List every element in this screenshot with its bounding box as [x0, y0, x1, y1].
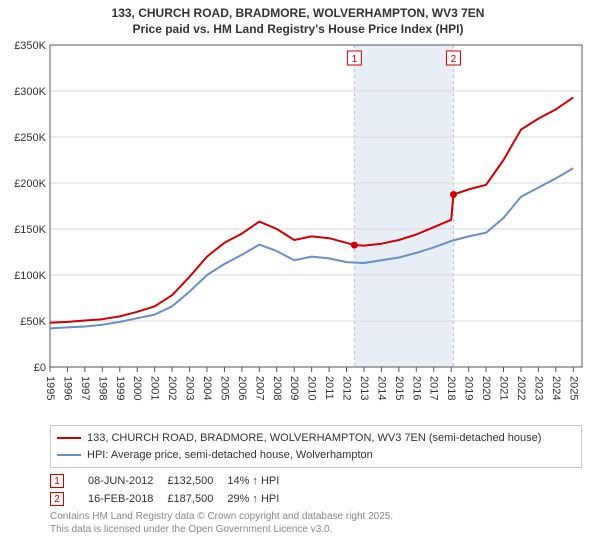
legend-label-hpi: HPI: Average price, semi-detached house,… — [87, 447, 373, 464]
transaction-delta: 14% ↑ HPI — [227, 472, 293, 490]
svg-text:£250K: £250K — [14, 132, 46, 144]
chart: £0 £50K £100K £150K £200K £250K £300K £350K 1995… — [6, 41, 590, 421]
svg-text:2: 2 — [451, 54, 457, 65]
title-line-2: Price paid vs. HM Land Registry's House … — [133, 22, 464, 36]
svg-text:2002: 2002 — [166, 376, 178, 400]
transaction-row: 2 16-FEB-2018£187,50029% ↑ HPI — [50, 490, 293, 508]
transaction-price: £187,500 — [167, 490, 227, 508]
footer-line-2: This data is licensed under the Open Gov… — [50, 523, 582, 536]
svg-text:2017: 2017 — [428, 376, 440, 400]
svg-text:1997: 1997 — [79, 376, 91, 400]
svg-text:2022: 2022 — [515, 376, 527, 400]
title-line-1: 133, CHURCH ROAD, BRADMORE, WOLVERHAMPTO… — [112, 6, 485, 20]
transaction-row: 1 08-JUN-2012£132,50014% ↑ HPI — [50, 472, 293, 490]
legend-item-subject: 133, CHURCH ROAD, BRADMORE, WOLVERHAMPTO… — [57, 430, 575, 447]
footer-line-1: Contains HM Land Registry data © Crown c… — [50, 510, 582, 523]
marker-badge: 1 — [50, 474, 64, 488]
legend: 133, CHURCH ROAD, BRADMORE, WOLVERHAMPTO… — [50, 425, 582, 468]
svg-text:2024: 2024 — [550, 376, 562, 400]
svg-text:£100K: £100K — [14, 270, 46, 282]
transaction-delta: 29% ↑ HPI — [227, 490, 293, 508]
svg-text:£0: £0 — [34, 362, 46, 374]
svg-text:2009: 2009 — [288, 376, 300, 400]
svg-text:1999: 1999 — [114, 376, 126, 400]
legend-swatch-subject — [57, 437, 81, 439]
svg-text:2020: 2020 — [480, 376, 492, 400]
svg-text:2001: 2001 — [149, 376, 161, 400]
legend-item-hpi: HPI: Average price, semi-detached house,… — [57, 447, 575, 464]
svg-text:1: 1 — [352, 54, 358, 65]
svg-text:2011: 2011 — [323, 376, 335, 400]
transaction-date: 16-FEB-2018 — [88, 490, 167, 508]
svg-text:£200K: £200K — [14, 178, 46, 190]
svg-text:2023: 2023 — [532, 376, 544, 400]
svg-text:£300K: £300K — [14, 86, 46, 98]
legend-label-subject: 133, CHURCH ROAD, BRADMORE, WOLVERHAMPTO… — [87, 430, 541, 447]
svg-text:£150K: £150K — [14, 224, 46, 236]
svg-text:2021: 2021 — [498, 376, 510, 400]
svg-text:2018: 2018 — [445, 376, 457, 400]
transaction-date: 08-JUN-2012 — [88, 472, 167, 490]
svg-text:2006: 2006 — [236, 376, 248, 400]
svg-text:2010: 2010 — [306, 376, 318, 400]
svg-text:2003: 2003 — [184, 376, 196, 400]
svg-text:2025: 2025 — [567, 376, 579, 400]
footer: Contains HM Land Registry data © Crown c… — [50, 510, 582, 536]
marker-badge: 2 — [50, 492, 64, 506]
svg-text:2014: 2014 — [375, 376, 387, 400]
svg-text:£350K: £350K — [14, 41, 46, 52]
svg-text:2019: 2019 — [463, 376, 475, 400]
svg-text:£50K: £50K — [20, 316, 46, 328]
svg-text:2007: 2007 — [253, 376, 265, 400]
svg-text:2013: 2013 — [358, 376, 370, 400]
svg-text:2005: 2005 — [218, 376, 230, 400]
svg-text:2016: 2016 — [410, 376, 422, 400]
svg-text:2015: 2015 — [393, 376, 405, 400]
chart-title: 133, CHURCH ROAD, BRADMORE, WOLVERHAMPTO… — [6, 6, 590, 37]
legend-swatch-hpi — [57, 454, 81, 456]
svg-text:2012: 2012 — [341, 376, 353, 400]
transaction-list: 1 08-JUN-2012£132,50014% ↑ HPI 2 16-FEB-201… — [50, 472, 582, 508]
svg-text:1996: 1996 — [61, 376, 73, 400]
chart-svg: £0 £50K £100K £150K £200K £250K £300K £350K 1995… — [6, 41, 590, 421]
svg-text:2004: 2004 — [201, 376, 213, 400]
svg-text:1998: 1998 — [96, 376, 108, 400]
svg-text:2000: 2000 — [131, 376, 143, 400]
svg-text:1995: 1995 — [44, 376, 56, 400]
svg-text:2008: 2008 — [271, 376, 283, 400]
transaction-price: £132,500 — [167, 472, 227, 490]
